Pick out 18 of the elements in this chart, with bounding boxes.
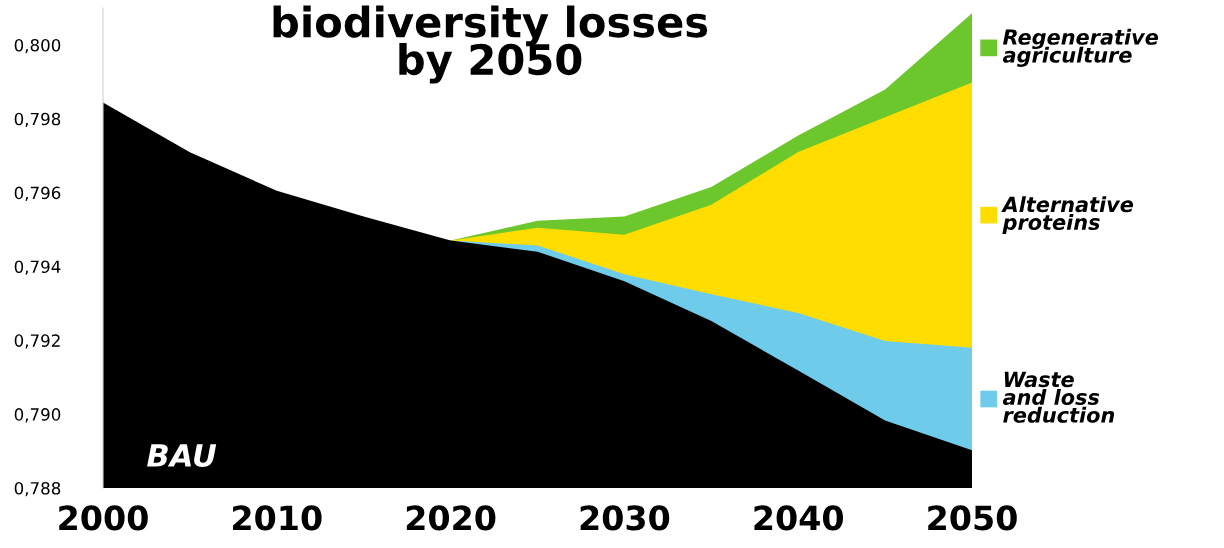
chart-title: biodiversity losses by 2050 <box>273 5 708 84</box>
legend-label: Waste and loss reduction <box>1002 371 1115 423</box>
x-tick-label: 2000 <box>59 505 148 531</box>
x-tick-label: 2040 <box>754 505 843 531</box>
y-tick-label: 0,790 <box>14 408 61 423</box>
x-tick-label: 2020 <box>406 505 496 531</box>
y-tick-label: 0,800 <box>14 38 61 54</box>
y-tick-label: 0,788 <box>14 481 61 497</box>
y-tick-label: 0,796 <box>14 186 61 201</box>
y-tick-label: 0,798 <box>14 112 61 128</box>
x-tick-label: 2050 <box>928 505 1017 531</box>
x-tick-label: 2030 <box>580 505 670 531</box>
x-tick-label: 2010 <box>233 505 322 531</box>
legend-label: Regenerative agriculture <box>1002 28 1159 68</box>
y-tick-label: 0,794 <box>14 260 61 275</box>
legend-label: Alternative proteins <box>1001 196 1134 235</box>
series-label: BAU <box>147 444 217 468</box>
y-tick-label: 0,792 <box>14 334 60 349</box>
